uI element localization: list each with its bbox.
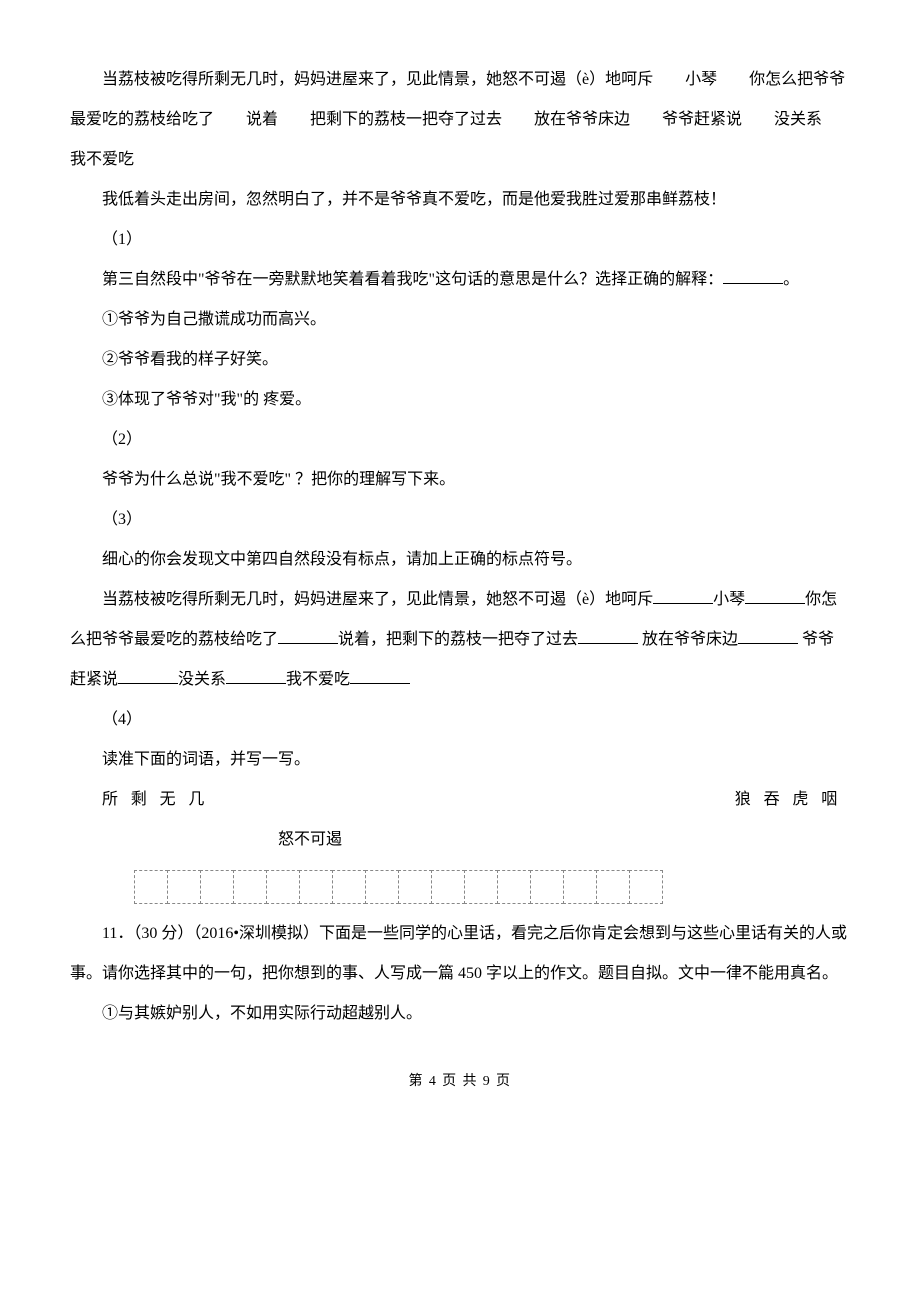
- question-3-fill: 当荔枝被吃得所剩无几时，妈妈进屋来了，见此情景，她怒不可遏（è）地呵斥小琴你怎么…: [70, 580, 850, 700]
- question-11: 11．（30 分）（2016•深圳模拟）下面是一些同学的心里话，看完之后你肯定会…: [70, 914, 850, 994]
- question-1-post: 。: [783, 271, 799, 288]
- grid-cell[interactable]: [299, 870, 333, 904]
- grid-cell[interactable]: [629, 870, 663, 904]
- fill-blank[interactable]: [578, 627, 638, 644]
- grid-cell[interactable]: [233, 870, 267, 904]
- option-2: ②爷爷看我的样子好笑。: [70, 340, 850, 380]
- fill-blank[interactable]: [118, 667, 178, 684]
- fill-seg-4: 说着，把剩下的荔枝一把夺了过去: [338, 631, 578, 648]
- fill-blank[interactable]: [350, 667, 410, 684]
- fill-blank[interactable]: [226, 667, 286, 684]
- fill-blank[interactable]: [278, 627, 338, 644]
- option-3: ③体现了爷爷对"我"的 疼爱。: [70, 380, 850, 420]
- document-page: 当荔枝被吃得所剩无几时，妈妈进屋来了，见此情景，她怒不可遏（è）地呵斥 小琴 你…: [0, 0, 920, 1139]
- question-2-number: （2）: [70, 420, 850, 460]
- fill-seg-5: 放在爷爷床边: [638, 631, 738, 648]
- fill-blank[interactable]: [745, 587, 805, 604]
- grid-cell[interactable]: [200, 870, 234, 904]
- writing-grid[interactable]: [134, 870, 850, 904]
- word-left: 所剩无几: [70, 780, 217, 820]
- question-3-number: （3）: [70, 500, 850, 540]
- grid-cell[interactable]: [134, 870, 168, 904]
- word-row: 所剩无几 狼吞虎咽: [70, 780, 850, 820]
- fill-seg-8: 我不爱吃: [286, 671, 350, 688]
- grid-cell[interactable]: [365, 870, 399, 904]
- grid-cell[interactable]: [431, 870, 465, 904]
- grid-cell[interactable]: [596, 870, 630, 904]
- question-1-pre: 第三自然段中"爷爷在一旁默默地笑着看着我吃"这句话的意思是什么？选择正确的解释：: [102, 271, 723, 288]
- question-4-number: （4）: [70, 700, 850, 740]
- grid-cell[interactable]: [497, 870, 531, 904]
- fill-blank[interactable]: [738, 627, 798, 644]
- option-1: ①爷爷为自己撒谎成功而高兴。: [70, 300, 850, 340]
- fill-seg-1: 当荔枝被吃得所剩无几时，妈妈进屋来了，见此情景，她怒不可遏（è）地呵斥: [102, 591, 653, 608]
- fill-blank[interactable]: [653, 587, 713, 604]
- word-right: 狼吞虎咽: [703, 780, 850, 820]
- paragraph-story-1: 当荔枝被吃得所剩无几时，妈妈进屋来了，见此情景，她怒不可遏（è）地呵斥 小琴 你…: [70, 60, 850, 180]
- grid-cell[interactable]: [563, 870, 597, 904]
- grid-cell[interactable]: [530, 870, 564, 904]
- grid-cell[interactable]: [398, 870, 432, 904]
- word-center: 怒不可遏: [70, 820, 850, 860]
- question-3-text: 细心的你会发现文中第四自然段没有标点，请加上正确的标点符号。: [70, 540, 850, 580]
- grid-cell[interactable]: [464, 870, 498, 904]
- page-footer: 第 4 页 共 9 页: [70, 1064, 850, 1099]
- paragraph-story-2: 我低着头走出房间，忽然明白了，并不是爷爷真不爱吃，而是他爱我胜过爱那串鲜荔枝！: [70, 180, 850, 220]
- question-11-opt1: ①与其嫉妒别人，不如用实际行动超越别人。: [70, 994, 850, 1034]
- fill-seg-7: 没关系: [178, 671, 226, 688]
- fill-seg-2: 小琴: [713, 591, 745, 608]
- fill-blank[interactable]: [723, 267, 783, 284]
- question-2-text: 爷爷为什么总说"我不爱吃" ？把你的理解写下来。: [70, 460, 850, 500]
- grid-cell[interactable]: [167, 870, 201, 904]
- question-4-text: 读准下面的词语，并写一写。: [70, 740, 850, 780]
- question-1-text: 第三自然段中"爷爷在一旁默默地笑着看着我吃"这句话的意思是什么？选择正确的解释：…: [70, 260, 850, 300]
- grid-cell[interactable]: [332, 870, 366, 904]
- grid-cell[interactable]: [266, 870, 300, 904]
- question-1-number: （1）: [70, 220, 850, 260]
